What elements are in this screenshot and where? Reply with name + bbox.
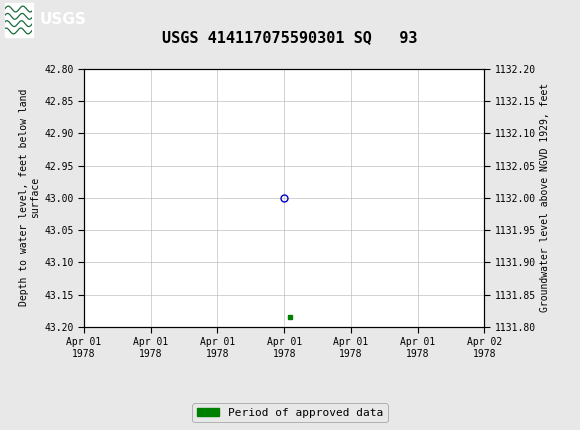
Bar [5, 3, 34, 37]
Y-axis label: Depth to water level, feet below land
surface: Depth to water level, feet below land su… [19, 89, 40, 307]
Legend: Period of approved data: Period of approved data [193, 403, 387, 422]
Text: USGS: USGS [39, 12, 86, 27]
Text: USGS 414117075590301 SQ   93: USGS 414117075590301 SQ 93 [162, 30, 418, 45]
Y-axis label: Groundwater level above NGVD 1929, feet: Groundwater level above NGVD 1929, feet [540, 83, 550, 312]
